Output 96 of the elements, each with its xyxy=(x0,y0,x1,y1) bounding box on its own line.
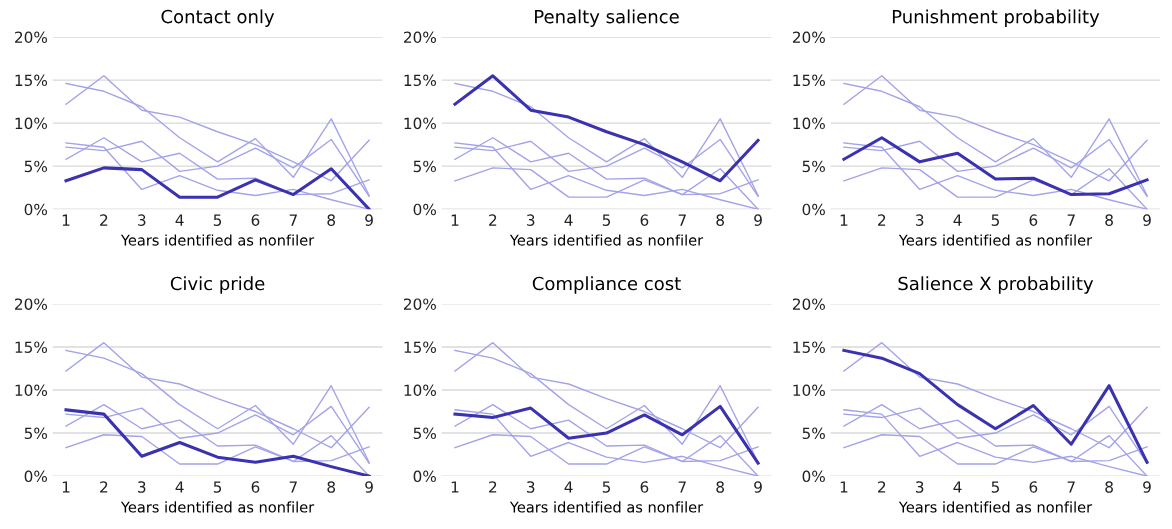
chart-title: Civic pride xyxy=(170,276,265,294)
chart-title: Contact only xyxy=(161,9,275,27)
x-tick-label: 9 xyxy=(754,481,762,493)
x-tick-label: 7 xyxy=(678,481,686,493)
y-tick-label: 15% xyxy=(793,341,825,353)
y-tick-label: 0% xyxy=(24,470,48,483)
y-tick-label: 5% xyxy=(413,160,436,173)
y-tick-label: 0% xyxy=(802,470,825,483)
x-axis-title: Years identified as nonfiler xyxy=(509,501,704,513)
x-tick-label: 2 xyxy=(489,481,497,493)
y-tick-label: 20% xyxy=(404,298,436,310)
chart-title: Compliance cost xyxy=(532,276,681,294)
chart-title: Salience X probability xyxy=(898,276,1094,294)
x-tick-label: 8 xyxy=(327,481,336,493)
y-tick-label: 5% xyxy=(413,427,436,440)
x-tick-label: 1 xyxy=(62,481,70,493)
x-tick-label: 7 xyxy=(678,214,686,226)
x-tick-label: 5 xyxy=(991,481,999,493)
y-tick-label: 5% xyxy=(24,427,48,440)
x-tick-label: 4 xyxy=(175,481,184,493)
y-tick-label: 15% xyxy=(404,341,436,353)
x-tick-label: 1 xyxy=(62,214,70,226)
y-tick-label: 10% xyxy=(793,384,825,397)
y-tick-label: 0% xyxy=(413,203,436,216)
x-tick-label: 4 xyxy=(953,214,962,226)
x-tick-label: 4 xyxy=(175,214,184,226)
y-tick-label: 10% xyxy=(793,117,825,130)
x-tick-label: 9 xyxy=(1143,481,1151,493)
x-tick-label: 8 xyxy=(1105,481,1113,493)
y-tick-label: 15% xyxy=(15,74,48,87)
y-tick-label: 15% xyxy=(404,74,436,87)
x-tick-label: 5 xyxy=(602,214,611,226)
x-tick-label: 3 xyxy=(916,481,924,493)
x-tick-label: 8 xyxy=(327,214,336,226)
x-tick-label: 3 xyxy=(138,481,146,493)
y-tick-label: 15% xyxy=(793,74,825,87)
x-tick-label: 9 xyxy=(365,214,373,226)
y-tick-label: 10% xyxy=(15,384,48,397)
x-tick-label: 8 xyxy=(1105,214,1113,226)
y-tick-label: 10% xyxy=(404,117,436,130)
x-tick-label: 4 xyxy=(564,481,573,493)
y-tick-label: 0% xyxy=(413,470,436,483)
x-tick-label: 6 xyxy=(640,214,649,226)
y-tick-label: 5% xyxy=(802,160,825,173)
chart-title: Punishment probability xyxy=(892,9,1100,27)
y-tick-label: 5% xyxy=(802,427,825,440)
x-tick-label: 8 xyxy=(716,214,724,226)
x-tick-label: 9 xyxy=(365,481,373,493)
x-tick-label: 3 xyxy=(916,214,924,226)
x-tick-label: 7 xyxy=(289,214,297,226)
x-tick-label: 4 xyxy=(953,481,962,493)
x-tick-label: 6 xyxy=(251,481,260,493)
x-tick-label: 5 xyxy=(991,214,999,226)
x-tick-label: 1 xyxy=(840,481,848,493)
y-tick-label: 20% xyxy=(404,31,436,44)
x-tick-label: 6 xyxy=(1029,481,1038,493)
x-tick-label: 9 xyxy=(754,214,762,226)
chart-title: Penalty salience xyxy=(535,9,679,27)
x-tick-label: 6 xyxy=(251,214,260,226)
x-tick-label: 1 xyxy=(840,214,848,226)
y-tick-label: 20% xyxy=(15,298,48,310)
x-tick-label: 2 xyxy=(100,214,108,226)
y-tick-label: 20% xyxy=(15,31,48,44)
x-tick-label: 7 xyxy=(289,481,297,493)
x-tick-label: 3 xyxy=(527,214,535,226)
y-tick-label: 10% xyxy=(15,117,48,130)
x-axis-title: Years identified as nonfiler xyxy=(898,234,1093,246)
x-tick-label: 7 xyxy=(1067,214,1075,226)
x-axis-title: Years identified as nonfiler xyxy=(898,501,1093,513)
x-tick-label: 1 xyxy=(451,214,459,226)
y-tick-label: 20% xyxy=(792,31,825,44)
x-tick-label: 5 xyxy=(213,214,222,226)
x-tick-label: 9 xyxy=(1143,214,1151,226)
y-tick-label: 5% xyxy=(24,160,48,173)
x-tick-label: 2 xyxy=(100,481,108,493)
x-tick-label: 2 xyxy=(489,214,497,226)
y-tick-label: 15% xyxy=(15,341,48,353)
x-tick-label: 4 xyxy=(564,214,573,226)
x-tick-label: 2 xyxy=(878,214,886,226)
x-tick-label: 3 xyxy=(527,481,535,493)
x-tick-label: 6 xyxy=(640,481,649,493)
x-tick-label: 5 xyxy=(213,481,222,493)
x-tick-label: 6 xyxy=(1029,214,1038,226)
x-axis-title: Years identified as nonfiler xyxy=(120,501,315,513)
y-tick-label: 0% xyxy=(24,203,48,216)
x-tick-label: 2 xyxy=(878,481,886,493)
x-tick-label: 1 xyxy=(451,481,459,493)
y-tick-label: 0% xyxy=(802,203,825,216)
x-axis-title: Years identified as nonfiler xyxy=(120,234,315,246)
x-tick-label: 3 xyxy=(138,214,146,226)
x-tick-label: 7 xyxy=(1067,481,1075,493)
y-tick-label: 20% xyxy=(792,298,825,310)
x-tick-label: 8 xyxy=(716,481,724,493)
y-tick-label: 10% xyxy=(404,384,436,397)
x-axis-title: Years identified as nonfiler xyxy=(509,234,704,246)
x-tick-label: 5 xyxy=(602,481,611,493)
